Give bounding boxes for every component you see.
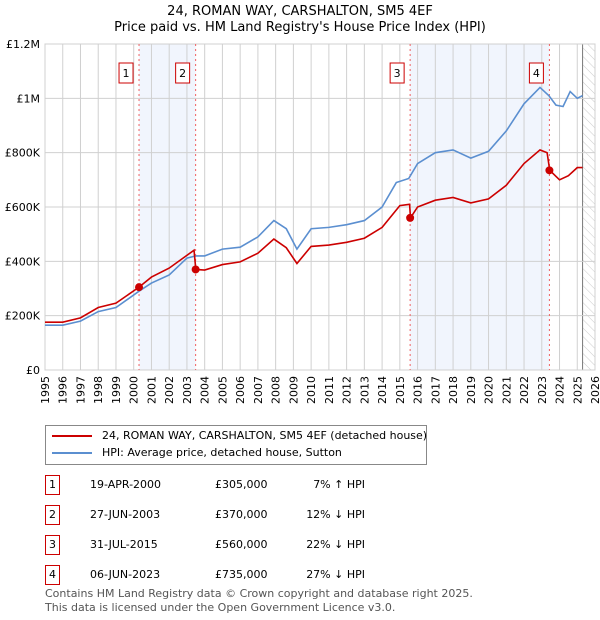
x-tick-label: 2013 [358, 376, 371, 404]
chart-title: 24, ROMAN WAY, CARSHALTON, SM5 4EF [167, 4, 433, 19]
x-tick-label: 2016 [412, 376, 425, 404]
sale-label-box-3 [389, 62, 405, 84]
sales-table-row: 3 31-JUL-2015 £560,000 22% ↓ HPI [45, 535, 445, 555]
x-tick-label: 1995 [39, 376, 52, 404]
legend: 24, ROMAN WAY, CARSHALTON, SM5 4EF (deta… [45, 425, 427, 465]
sale-price: £735,000 [215, 568, 268, 581]
x-tick-label: 2011 [323, 376, 336, 404]
y-tick-label: £600K [5, 201, 41, 214]
y-tick-label: £0 [26, 364, 40, 377]
legend-swatch-hpi [52, 452, 92, 454]
legend-label-property: 24, ROMAN WAY, CARSHALTON, SM5 4EF (deta… [102, 429, 428, 442]
sale-hpi-diff: 12% ↓ HPI [306, 508, 365, 521]
x-tick-label: 2022 [518, 376, 531, 404]
x-tick-label: 2006 [234, 376, 247, 404]
x-tick-label: 2020 [483, 376, 496, 404]
x-tick-label: 2025 [571, 376, 584, 404]
y-tick-label: £200K [5, 310, 41, 323]
chart-plot: 1995 1996 1997 1998 1999 2000 2001 2002 2003 2004… [5, 38, 600, 404]
x-tick-label: 2003 [181, 376, 194, 404]
sale-hpi-diff: 7% ↑ HPI [313, 478, 365, 491]
plot-border [44, 43, 596, 371]
sales-table-row: 1 19-APR-2000 £305,000 7% ↑ HPI [45, 475, 445, 495]
sale-label-box-4 [528, 62, 544, 84]
x-tick-label: 2000 [128, 376, 141, 404]
x-tick-label: 2008 [270, 376, 283, 404]
sale-label-box-2 [175, 62, 191, 84]
sale-hpi-diff: 27% ↓ HPI [306, 568, 365, 581]
x-tick-label: 2005 [216, 376, 229, 404]
property-price-line [45, 149, 583, 323]
y-tick-label: £800K [5, 147, 41, 160]
sale-date: 27-JUN-2003 [90, 508, 161, 521]
sale-number-box: 1 [45, 475, 60, 495]
sale-point-3 [406, 213, 415, 222]
x-tick-label: 2012 [341, 376, 354, 404]
sale-point-2 [191, 265, 200, 274]
x-tick-label: 2023 [536, 376, 549, 404]
x-tick-label: 2014 [376, 376, 389, 404]
x-tick-label: 2015 [394, 376, 407, 404]
x-tick-label: 2002 [163, 376, 176, 404]
x-tick-label: 1996 [57, 376, 70, 404]
x-tick-label: 2017 [429, 376, 442, 404]
x-tick-label: 2026 [589, 376, 600, 404]
sales-table-row: 2 27-JUN-2003 £370,000 12% ↓ HPI [45, 505, 445, 525]
x-tick-label: 2019 [465, 376, 478, 404]
x-tick-label: 2004 [199, 376, 212, 404]
sale-date: 19-APR-2000 [90, 478, 162, 491]
sale-label-1: 1 [123, 67, 130, 80]
footer: Contains HM Land Registry data © Crown c… [45, 587, 473, 615]
x-tick-label: 2001 [145, 376, 158, 404]
x-tick-label: 2018 [447, 376, 460, 404]
sales-table-row: 4 06-JUN-2023 £735,000 27% ↓ HPI [45, 565, 445, 585]
x-tick-label: 2024 [554, 376, 567, 404]
chart-subtitle: Price paid vs. HM Land Registry's House … [114, 20, 486, 35]
y-tick-label: £1M [17, 92, 41, 105]
x-tick-label: 2021 [500, 376, 513, 404]
y-tick-label: £400K [5, 255, 41, 268]
x-tick-label: 1999 [110, 376, 123, 404]
sale-label-2: 2 [179, 67, 186, 80]
x-tick-label: 1998 [92, 376, 105, 404]
sale-label-3: 3 [394, 67, 401, 80]
legend-label-hpi: HPI: Average price, detached house, Sutt… [102, 446, 342, 459]
sale-number-box: 4 [45, 565, 60, 585]
sale-label-box-1 [118, 62, 134, 84]
x-tick-label: 2007 [252, 376, 265, 404]
x-tick-label: 2009 [287, 376, 300, 404]
x-tick-label: 1997 [74, 376, 87, 404]
footer-line-1: Contains HM Land Registry data © Crown c… [45, 587, 473, 600]
sale-hpi-diff: 22% ↓ HPI [306, 538, 365, 551]
hpi-line [45, 86, 583, 326]
sale-price: £560,000 [215, 538, 268, 551]
sale-number-box: 3 [45, 535, 60, 555]
sale-price: £305,000 [215, 478, 268, 491]
sale-point-1 [135, 283, 144, 292]
sale-date: 31-JUL-2015 [90, 538, 158, 551]
sale-label-4: 4 [533, 67, 540, 80]
footer-line-2: This data is licensed under the Open Gov… [45, 601, 396, 614]
sale-date: 06-JUN-2023 [90, 568, 161, 581]
y-tick-label: £1.2M [6, 38, 40, 51]
sale-point-4 [545, 166, 554, 175]
sale-number-box: 2 [45, 505, 60, 525]
sale-price: £370,000 [215, 508, 268, 521]
legend-swatch-property [52, 435, 92, 437]
x-tick-label: 2010 [305, 376, 318, 404]
